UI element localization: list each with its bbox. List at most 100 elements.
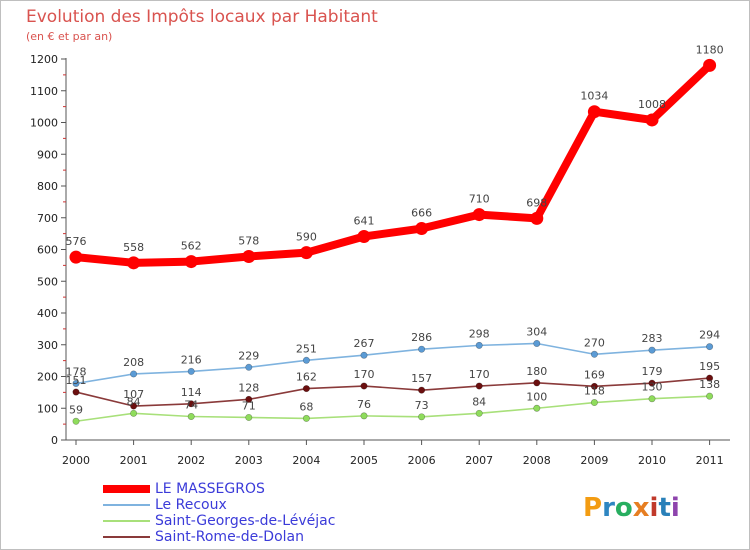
data-point-le-recoux — [418, 345, 426, 353]
y-tick-label: 900 — [37, 148, 58, 161]
data-point-le-recoux — [130, 370, 138, 378]
data-point-saint-rome-de-dolan — [302, 385, 310, 393]
data-label-saint-georges-de-levejac: 118 — [584, 385, 605, 398]
legend-label-le-recoux: Le Recoux — [155, 497, 227, 513]
legend-label-saint-georges-de-levejac: Saint-Georges-de-Lévéjac — [155, 513, 335, 529]
data-label-le-massegros: 1008 — [638, 98, 666, 111]
data-point-saint-georges-de-levejac — [72, 417, 80, 425]
y-tick-label: 800 — [37, 180, 58, 193]
chart-subtitle: (en € et par an) — [26, 30, 112, 43]
data-point-saint-rome-de-dolan — [130, 402, 138, 410]
data-label-saint-rome-de-dolan: 170 — [469, 368, 490, 381]
x-tick-label: 2008 — [523, 454, 551, 467]
logo-letter: i — [650, 493, 659, 523]
data-label-saint-rome-de-dolan: 114 — [181, 386, 202, 399]
data-label-saint-georges-de-levejac: 138 — [699, 378, 720, 391]
data-label-le-massegros: 576 — [66, 235, 87, 248]
data-point-le-massegros — [299, 246, 313, 260]
data-label-le-recoux: 178 — [66, 365, 87, 378]
data-point-le-massegros — [242, 249, 256, 263]
data-point-le-recoux — [360, 351, 368, 359]
y-tick-label: 200 — [37, 371, 58, 384]
y-tick-label: 1000 — [30, 117, 58, 130]
series-layer — [69, 58, 717, 425]
data-label-saint-rome-de-dolan: 170 — [354, 368, 375, 381]
data-point-le-recoux — [533, 339, 541, 347]
data-labels: 59 84 74 71 68 76 73 84 100 118 130 138 151 107 114 128… — [66, 43, 724, 416]
series-line-le-recoux — [75, 342, 711, 385]
data-label-le-massegros: 710 — [469, 193, 490, 206]
x-tick-label: 2011 — [696, 454, 724, 467]
y-tick-label: 1200 — [30, 53, 58, 66]
data-label-saint-georges-de-levejac: 84 — [472, 395, 486, 408]
data-label-le-massegros: 562 — [181, 240, 202, 253]
x-tick-label: 2006 — [408, 454, 436, 467]
data-point-le-recoux — [590, 350, 598, 358]
data-point-saint-rome-de-dolan — [706, 374, 714, 382]
data-label-saint-georges-de-levejac: 71 — [242, 399, 256, 412]
data-point-le-massegros — [472, 208, 486, 222]
data-label-saint-georges-de-levejac: 68 — [299, 400, 313, 413]
data-point-saint-georges-de-levejac — [475, 409, 483, 417]
logo-letter: t — [658, 493, 670, 523]
data-label-saint-rome-de-dolan: 179 — [642, 365, 663, 378]
series-line-saint-georges-de-levejac — [75, 395, 711, 423]
data-point-saint-rome-de-dolan — [187, 400, 195, 408]
data-label-le-massegros: 698 — [526, 196, 547, 209]
data-label-saint-rome-de-dolan: 162 — [296, 371, 317, 384]
proxiti-logo: Proxiti — [583, 493, 680, 523]
data-point-saint-georges-de-levejac — [648, 395, 656, 403]
data-label-saint-rome-de-dolan: 169 — [584, 368, 605, 381]
legend-label-saint-rome-de-dolan: Saint-Rome-de-Dolan — [155, 529, 304, 545]
data-label-le-recoux: 208 — [123, 356, 144, 369]
x-tick-label: 2002 — [177, 454, 205, 467]
logo-letter: i — [671, 493, 680, 523]
series-line-saint-rome-de-dolan — [75, 377, 711, 407]
x-tick-label: 2007 — [465, 454, 493, 467]
data-label-le-massegros: 1034 — [580, 90, 608, 103]
data-label-saint-georges-de-levejac: 73 — [415, 399, 429, 412]
logo-letter: x — [633, 493, 650, 523]
data-label-saint-rome-de-dolan: 195 — [699, 360, 720, 373]
data-point-le-recoux — [72, 379, 80, 387]
data-point-saint-rome-de-dolan — [245, 395, 253, 403]
y-tick-label: 0 — [51, 434, 58, 447]
y-tick-label: 1100 — [30, 85, 58, 98]
data-label-le-recoux: 286 — [411, 331, 432, 344]
data-label-le-recoux: 229 — [238, 349, 259, 362]
data-point-saint-georges-de-levejac — [245, 413, 253, 421]
chart-title: Evolution des Impôts locaux par Habitant — [26, 7, 378, 27]
data-label-saint-rome-de-dolan: 180 — [526, 365, 547, 378]
data-point-saint-georges-de-levejac — [418, 413, 426, 421]
data-point-le-massegros — [127, 256, 141, 270]
data-label-le-recoux: 251 — [296, 342, 317, 355]
data-label-le-recoux: 298 — [469, 327, 490, 340]
y-ticks: 0 100 200 300 400 500 600 700 800 900 1000 1100 1200 — [30, 53, 66, 447]
data-point-saint-georges-de-levejac — [187, 413, 195, 421]
data-point-le-massegros — [587, 105, 601, 119]
data-label-le-recoux: 294 — [699, 329, 720, 342]
data-point-le-recoux — [187, 367, 195, 375]
data-point-le-massegros — [645, 113, 659, 127]
x-tick-label: 2010 — [638, 454, 666, 467]
data-point-saint-georges-de-levejac — [130, 409, 138, 417]
data-point-le-recoux — [648, 346, 656, 354]
x-tick-label: 2000 — [62, 454, 90, 467]
y-tick-label: 100 — [37, 402, 58, 415]
data-point-le-massegros — [530, 211, 544, 225]
data-point-saint-rome-de-dolan — [72, 388, 80, 396]
x-tick-label: 2004 — [292, 454, 320, 467]
x-tick-label: 2001 — [120, 454, 148, 467]
data-label-saint-georges-de-levejac: 130 — [642, 381, 663, 394]
data-label-le-massegros: 1180 — [696, 43, 724, 56]
data-label-saint-georges-de-levejac: 84 — [127, 395, 141, 408]
data-label-saint-rome-de-dolan: 157 — [411, 372, 432, 385]
data-label-le-recoux: 283 — [642, 332, 663, 345]
data-point-le-massegros — [69, 250, 83, 264]
data-label-le-massegros: 578 — [238, 234, 259, 247]
data-label-saint-rome-de-dolan: 151 — [66, 374, 87, 387]
data-point-saint-rome-de-dolan — [648, 379, 656, 387]
data-point-le-massegros — [415, 222, 429, 236]
data-label-le-recoux: 216 — [181, 353, 202, 366]
